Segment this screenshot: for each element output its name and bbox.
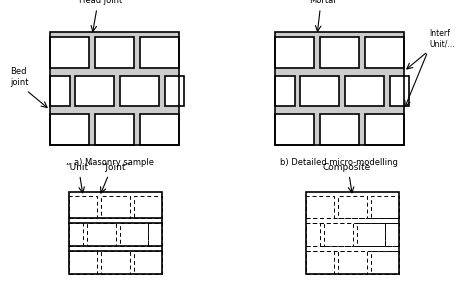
Text: Mortar: Mortar xyxy=(310,0,337,5)
Text: b) Detailed micro-modelling: b) Detailed micro-modelling xyxy=(281,157,398,166)
Text: Composite: Composite xyxy=(323,163,371,172)
Bar xyxy=(69,192,162,274)
Bar xyxy=(306,251,334,274)
Bar xyxy=(275,114,314,145)
Bar xyxy=(320,37,359,68)
Bar xyxy=(338,196,367,218)
Text: Interf
Unit/...: Interf Unit/... xyxy=(429,29,455,48)
Bar xyxy=(385,223,399,246)
Bar xyxy=(165,76,184,106)
Bar xyxy=(75,76,115,106)
Bar xyxy=(140,114,179,145)
Bar xyxy=(119,223,148,246)
Text: Bed
joint: Bed joint xyxy=(10,68,28,87)
Bar xyxy=(275,32,404,145)
Bar xyxy=(306,223,320,246)
Bar xyxy=(50,114,89,145)
Bar xyxy=(50,76,70,106)
Bar xyxy=(69,223,83,246)
Bar xyxy=(301,76,339,106)
Bar xyxy=(365,37,404,68)
Text: a) Masonry sample: a) Masonry sample xyxy=(74,157,155,166)
Text: “Joint”: “Joint” xyxy=(102,163,131,172)
Bar xyxy=(50,32,179,145)
Bar xyxy=(306,192,399,274)
Text: “Unit”: “Unit” xyxy=(66,163,93,172)
Bar xyxy=(87,223,116,246)
Bar xyxy=(134,196,162,218)
Bar xyxy=(306,192,399,274)
Bar xyxy=(275,37,314,68)
Bar xyxy=(50,32,179,145)
Bar xyxy=(345,76,384,106)
Text: Head joint: Head joint xyxy=(79,0,122,5)
Bar xyxy=(275,76,295,106)
Bar xyxy=(50,37,89,68)
Bar xyxy=(306,196,334,218)
Bar xyxy=(320,114,359,145)
Bar xyxy=(134,251,162,274)
Bar xyxy=(120,76,159,106)
Bar xyxy=(390,76,410,106)
Bar xyxy=(95,37,134,68)
Bar xyxy=(324,223,353,246)
Bar xyxy=(338,251,367,274)
Bar xyxy=(69,196,97,218)
Bar xyxy=(69,192,162,274)
Bar xyxy=(275,32,404,145)
Bar xyxy=(365,114,404,145)
Bar xyxy=(101,251,130,274)
Bar xyxy=(371,251,399,274)
Bar xyxy=(148,223,162,246)
Bar xyxy=(371,196,399,218)
Bar xyxy=(101,196,130,218)
Bar xyxy=(69,251,97,274)
Bar xyxy=(95,114,134,145)
Bar xyxy=(356,223,385,246)
Bar xyxy=(140,37,179,68)
